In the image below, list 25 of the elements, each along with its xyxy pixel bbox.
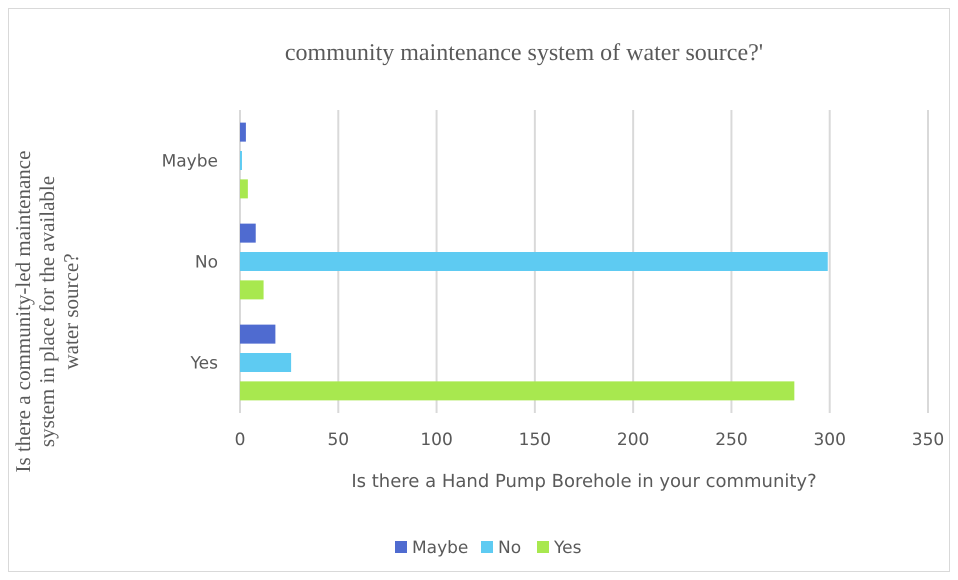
bar [240, 352, 292, 372]
bar [240, 179, 248, 198]
chart-title: community maintenance system of water source?' [284, 40, 764, 66]
x-axis-title: Is there a Hand Pump Borehole in your community? [351, 471, 817, 492]
x-tick-label: 350 [912, 430, 944, 450]
y-tick-label: Yes [190, 354, 218, 374]
y-tick-label: Maybe [162, 152, 218, 172]
bar [240, 280, 264, 300]
x-tick-label: 300 [813, 430, 846, 450]
bar [240, 224, 256, 243]
bar [240, 252, 828, 272]
x-tick-label: 200 [616, 430, 650, 450]
x-tick-label: 50 [327, 430, 350, 450]
x-tick-label: 0 [234, 430, 246, 450]
y-axis-title: Is there a community-led maintenance system in place for the available water source? [11, 150, 83, 472]
legend-label: Maybe [412, 538, 468, 558]
bar [240, 381, 794, 400]
x-tick-label: 250 [715, 430, 748, 450]
legend-label: No [498, 538, 522, 558]
y-tick-label: No [194, 252, 218, 272]
x-tick-label: 150 [518, 430, 552, 450]
legend-label: Yes [553, 538, 582, 558]
bar [240, 324, 276, 344]
x-tick-label: 100 [420, 430, 453, 450]
bar [240, 122, 246, 142]
